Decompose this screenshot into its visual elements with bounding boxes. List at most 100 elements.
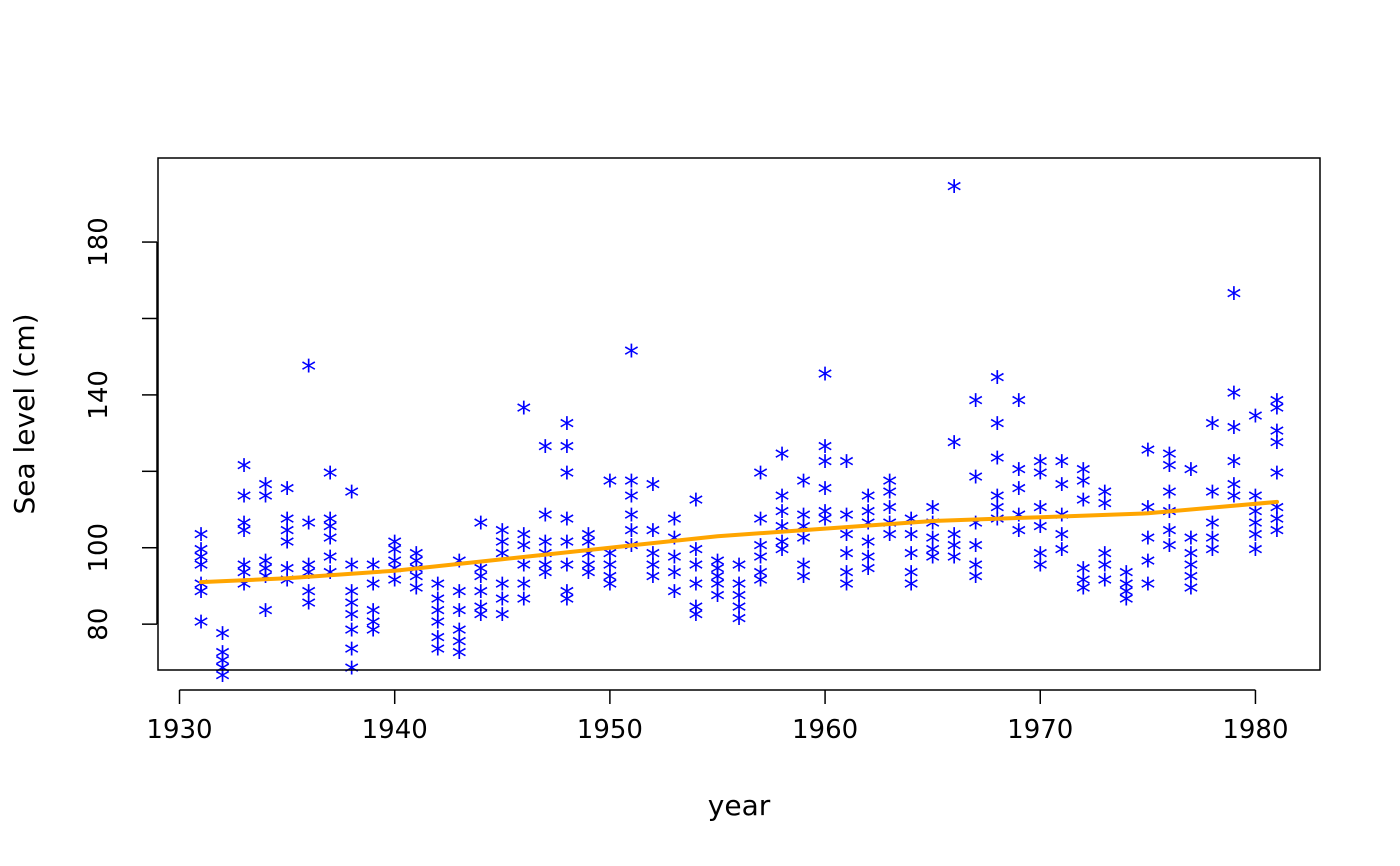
data-point: * bbox=[967, 553, 985, 588]
data-point: * bbox=[1139, 438, 1157, 473]
data-point: * bbox=[558, 530, 576, 565]
data-point: * bbox=[881, 469, 899, 504]
data-point: * bbox=[967, 465, 985, 500]
data-point: * bbox=[1010, 518, 1028, 553]
data-point: * bbox=[278, 568, 296, 603]
y-tick-label: 180 bbox=[84, 217, 114, 267]
data-point: * bbox=[816, 499, 834, 534]
plot-frame bbox=[157, 157, 1321, 671]
data-point: * bbox=[300, 511, 318, 546]
data-point: * bbox=[364, 599, 382, 634]
data-point: * bbox=[386, 557, 404, 592]
data-point: * bbox=[665, 560, 683, 595]
data-point: * bbox=[235, 453, 253, 488]
data-point: * bbox=[493, 518, 511, 553]
data-point: * bbox=[386, 568, 404, 603]
data-point: * bbox=[515, 553, 533, 588]
data-point: * bbox=[1246, 538, 1264, 573]
data-point: * bbox=[214, 648, 232, 683]
data-point: * bbox=[902, 560, 920, 595]
data-point: * bbox=[945, 545, 963, 580]
data-point: * bbox=[1160, 480, 1178, 515]
data-point: * bbox=[644, 553, 662, 588]
data-point: * bbox=[988, 484, 1006, 519]
data-point: * bbox=[644, 473, 662, 508]
data-point: * bbox=[687, 538, 705, 573]
data-point: * bbox=[321, 545, 339, 580]
y-tick-label: 80 bbox=[84, 608, 114, 641]
x-axis: 1930 1940 1950 1960 1970 1980 bbox=[146, 689, 1289, 745]
data-point: * bbox=[450, 629, 468, 664]
data-point: * bbox=[429, 599, 447, 634]
data-point: * bbox=[214, 664, 232, 699]
data-point: * bbox=[214, 622, 232, 657]
data-point: * bbox=[515, 522, 533, 557]
data-point: * bbox=[708, 572, 726, 607]
data-point: * bbox=[472, 557, 490, 592]
data-point: * bbox=[429, 587, 447, 622]
data-point: * bbox=[235, 511, 253, 546]
data-point: * bbox=[278, 507, 296, 542]
data-point: * bbox=[192, 553, 210, 588]
data-point: * bbox=[945, 522, 963, 557]
data-point: * bbox=[192, 610, 210, 645]
data-point: * bbox=[472, 580, 490, 615]
data-point: * bbox=[838, 572, 856, 607]
data-point: * bbox=[278, 557, 296, 592]
data-point: * bbox=[1203, 411, 1221, 446]
data-point: * bbox=[1096, 492, 1114, 527]
data-point: * bbox=[1074, 568, 1092, 603]
data-point: * bbox=[1268, 396, 1286, 431]
data-point: * bbox=[1203, 526, 1221, 561]
data-point: * bbox=[687, 553, 705, 588]
data-point: * bbox=[472, 564, 490, 599]
data-point: * bbox=[257, 484, 275, 519]
data-point: * bbox=[214, 641, 232, 676]
data-point: * bbox=[515, 396, 533, 431]
data-point: * bbox=[1074, 469, 1092, 504]
data-point: * bbox=[407, 564, 425, 599]
data-point: * bbox=[1182, 526, 1200, 561]
data-point: * bbox=[881, 511, 899, 546]
data-point: * bbox=[601, 564, 619, 599]
data-point: * bbox=[1074, 576, 1092, 611]
data-point: * bbox=[881, 480, 899, 515]
data-point: * bbox=[1010, 503, 1028, 538]
data-point: * bbox=[558, 580, 576, 615]
data-point: * bbox=[881, 522, 899, 557]
data-point: * bbox=[988, 496, 1006, 531]
data-point: * bbox=[1268, 518, 1286, 553]
data-point: * bbox=[967, 534, 985, 569]
data-point: * bbox=[1182, 457, 1200, 492]
data-point: * bbox=[343, 591, 361, 626]
data-point: * bbox=[192, 580, 210, 615]
data-point: * bbox=[235, 572, 253, 607]
data-point: * bbox=[1246, 511, 1264, 546]
data-point: * bbox=[601, 469, 619, 504]
data-point: * bbox=[558, 434, 576, 469]
data-point: * bbox=[601, 572, 619, 607]
data-point: * bbox=[1139, 549, 1157, 584]
data-point: * bbox=[816, 434, 834, 469]
data-point: * bbox=[364, 572, 382, 607]
data-point: * bbox=[343, 656, 361, 691]
data-point: * bbox=[838, 522, 856, 557]
data-point: * bbox=[859, 557, 877, 592]
data-point: * bbox=[708, 564, 726, 599]
data-point: * bbox=[730, 595, 748, 630]
data-point: * bbox=[515, 587, 533, 622]
data-point: * bbox=[1117, 560, 1135, 595]
data-point: * bbox=[751, 545, 769, 580]
data-point: * bbox=[257, 473, 275, 508]
data-point: * bbox=[816, 476, 834, 511]
data-point: * bbox=[558, 461, 576, 496]
data-point: * bbox=[1182, 553, 1200, 588]
x-tick-label: 1970 bbox=[1007, 715, 1073, 745]
data-point: * bbox=[1096, 568, 1114, 603]
data-point: * bbox=[1031, 553, 1049, 588]
data-point: * bbox=[1225, 484, 1243, 519]
data-point: * bbox=[472, 603, 490, 638]
data-point: * bbox=[644, 541, 662, 576]
